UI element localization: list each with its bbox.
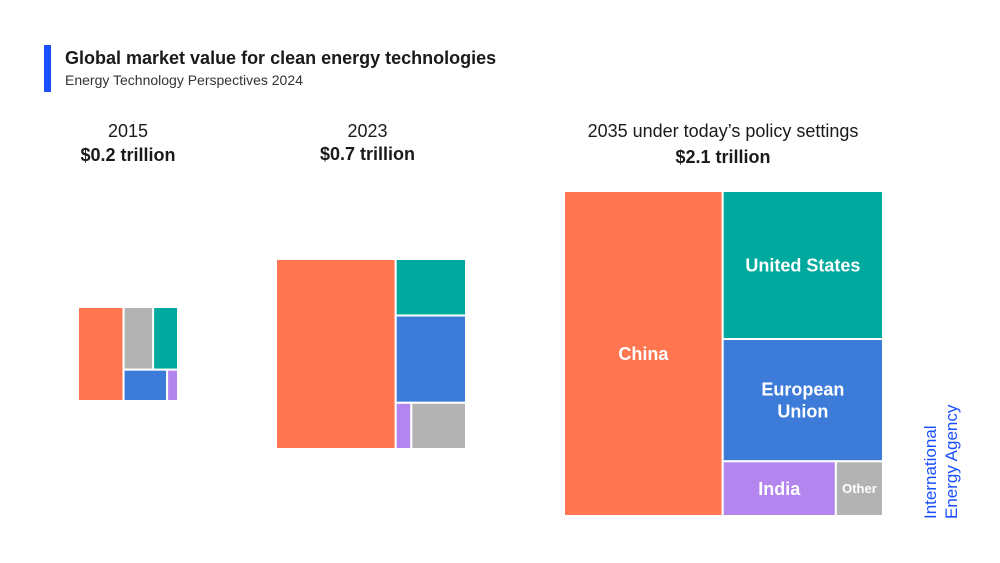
panel-2023-european-union-rect [394, 314, 468, 404]
title-accent-bar [44, 45, 51, 92]
panel-2015-india-rect [166, 368, 179, 402]
panel-2035-china-label: China [618, 344, 669, 364]
chart-title: Global market value for clean energy tec… [65, 48, 497, 68]
panel-2015-european-union-rect [122, 368, 169, 402]
panel-2035-total-label: $2.1 trillion [675, 147, 771, 167]
panel-2035-other-label: Other [842, 481, 877, 496]
panel-2035-china-rect [563, 190, 724, 517]
panel-2035-european-union-label: European Union [761, 380, 844, 422]
panel-2023-india-rect [394, 401, 413, 450]
panel-2015-other-rect [122, 306, 155, 371]
panel-2035-india-label: India [758, 479, 801, 499]
panel-2035-united-states-label: United States [745, 255, 860, 275]
panel-2015-year-label: 2015 [107, 121, 149, 141]
panel-2035-united-states-rect [721, 190, 885, 341]
iea-logo-line1: International [921, 425, 940, 519]
chart-subtitle: Energy Technology Perspectives 2024 [65, 72, 303, 88]
panel-2035-european-union-rect [721, 338, 885, 463]
panel-2035-other-rect [834, 460, 885, 517]
panel-2035-india-rect [721, 460, 837, 517]
panel-2023-other-rect [410, 401, 468, 450]
panel-2023-year-label: 2023 [347, 121, 388, 141]
panel-2023-china-rect [275, 258, 397, 450]
panel-2015-united-states-rect [152, 306, 179, 371]
panel-2035-year-label: 2035 under today’s policy settings [587, 121, 859, 141]
iea-logo: International Energy Agency [921, 404, 961, 519]
panel-2015-china-rect [77, 306, 125, 402]
iea-logo-line2: Energy Agency [942, 404, 961, 519]
panel-2015-total-label: $0.2 trillion [80, 145, 176, 165]
panel-2023-united-states-rect [394, 258, 468, 317]
panel-2023-total-label: $0.7 trillion [319, 144, 416, 164]
